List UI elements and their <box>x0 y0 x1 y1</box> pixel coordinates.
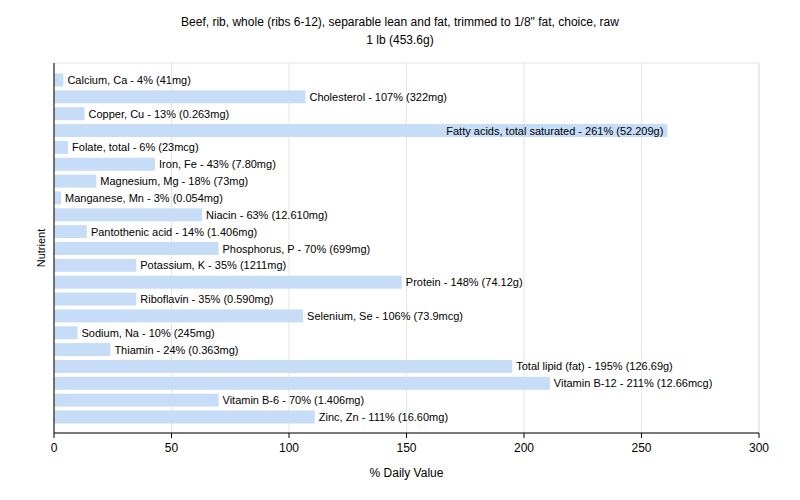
data-label: Phosphorus, P - 70% (699mg) <box>223 243 371 255</box>
axis-title: Nutrient <box>35 229 47 268</box>
bar <box>54 107 85 120</box>
data-label: Niacin - 63% (12.610mg) <box>206 209 328 221</box>
data-label: Vitamin B-12 - 211% (12.66mcg) <box>554 377 713 389</box>
tick-mark <box>289 433 290 438</box>
axis-line <box>54 63 55 433</box>
chart: 0 50 100 150 200 250 300 Calcium, Ca - 4% (41mg… <box>0 0 800 500</box>
bar <box>54 326 78 339</box>
subtitle: 1 lb (453.6g) <box>366 33 433 47</box>
tick-label: 150 <box>396 441 416 455</box>
bar <box>54 158 155 171</box>
bar <box>54 276 402 289</box>
x-axis: 0 50 100 150 200 250 300 <box>51 433 770 455</box>
data-label: Folate, total - 6% (23mcg) <box>72 141 199 153</box>
data-label: Cholesterol - 107% (322mg) <box>309 91 447 103</box>
bar <box>54 225 87 238</box>
bar <box>54 309 303 322</box>
tick-mark <box>759 433 760 438</box>
title: Beef, rib, whole (ribs 6-12), separable … <box>181 15 619 29</box>
bar <box>54 141 68 154</box>
data-label: Total lipid (fat) - 195% (126.69g) <box>516 360 673 372</box>
tick-label: 250 <box>631 441 651 455</box>
data-label: Selenium, Se - 106% (73.9mcg) <box>307 310 463 322</box>
data-label: Protein - 148% (74.12g) <box>406 276 523 288</box>
data-label: Calcium, Ca - 4% (41mg) <box>67 74 190 86</box>
bar <box>54 293 136 306</box>
data-labels: Calcium, Ca - 4% (41mg) Cholesterol - 107… <box>65 74 712 423</box>
plot-area <box>54 63 759 433</box>
data-label: Iron, Fe - 43% (7.80mg) <box>159 158 276 170</box>
bar <box>54 175 96 188</box>
data-label: Thiamin - 24% (0.363mg) <box>114 344 238 356</box>
grid-line <box>54 63 55 433</box>
tick-mark <box>406 433 407 438</box>
data-label: Zinc, Zn - 111% (16.60mg) <box>319 411 448 423</box>
tick-label: 50 <box>165 441 179 455</box>
bar <box>54 242 219 255</box>
axis-line <box>54 433 759 434</box>
data-label: Sodium, Na - 10% (245mg) <box>82 327 215 339</box>
tick-label: 100 <box>279 441 299 455</box>
axis-title: % Daily Value <box>370 466 444 480</box>
data-label: Fatty acids, total saturated - 261% (52.… <box>446 125 663 137</box>
background <box>0 0 800 500</box>
tick-label: 200 <box>514 441 534 455</box>
tick-mark <box>641 433 642 438</box>
grid <box>54 63 759 433</box>
data-label: Manganese, Mn - 3% (0.054mg) <box>65 192 223 204</box>
tick-mark <box>171 433 172 438</box>
bar <box>54 74 63 87</box>
bar <box>54 259 136 272</box>
data-label: Riboflavin - 35% (0.590mg) <box>140 293 273 305</box>
data-label: Pantothenic acid - 14% (1.406mg) <box>91 226 257 238</box>
tick-mark <box>54 433 55 438</box>
bar <box>54 124 667 137</box>
bar <box>54 394 219 407</box>
data-label: Magnesium, Mg - 18% (73mg) <box>100 175 248 187</box>
tick-label: 300 <box>749 441 769 455</box>
tick-mark <box>524 433 525 438</box>
bar <box>54 411 315 424</box>
tick-label: 0 <box>51 441 58 455</box>
data-label: Copper, Cu - 13% (0.263mg) <box>89 108 230 120</box>
data-label: Potassium, K - 35% (1211mg) <box>140 259 286 271</box>
grid-line <box>759 63 760 433</box>
bar <box>54 90 305 103</box>
bar <box>54 377 550 390</box>
data-label: Vitamin B-6 - 70% (1.406mg) <box>223 394 365 406</box>
bar <box>54 360 512 373</box>
bar <box>54 343 110 356</box>
bar <box>54 191 61 204</box>
bar <box>54 208 202 221</box>
